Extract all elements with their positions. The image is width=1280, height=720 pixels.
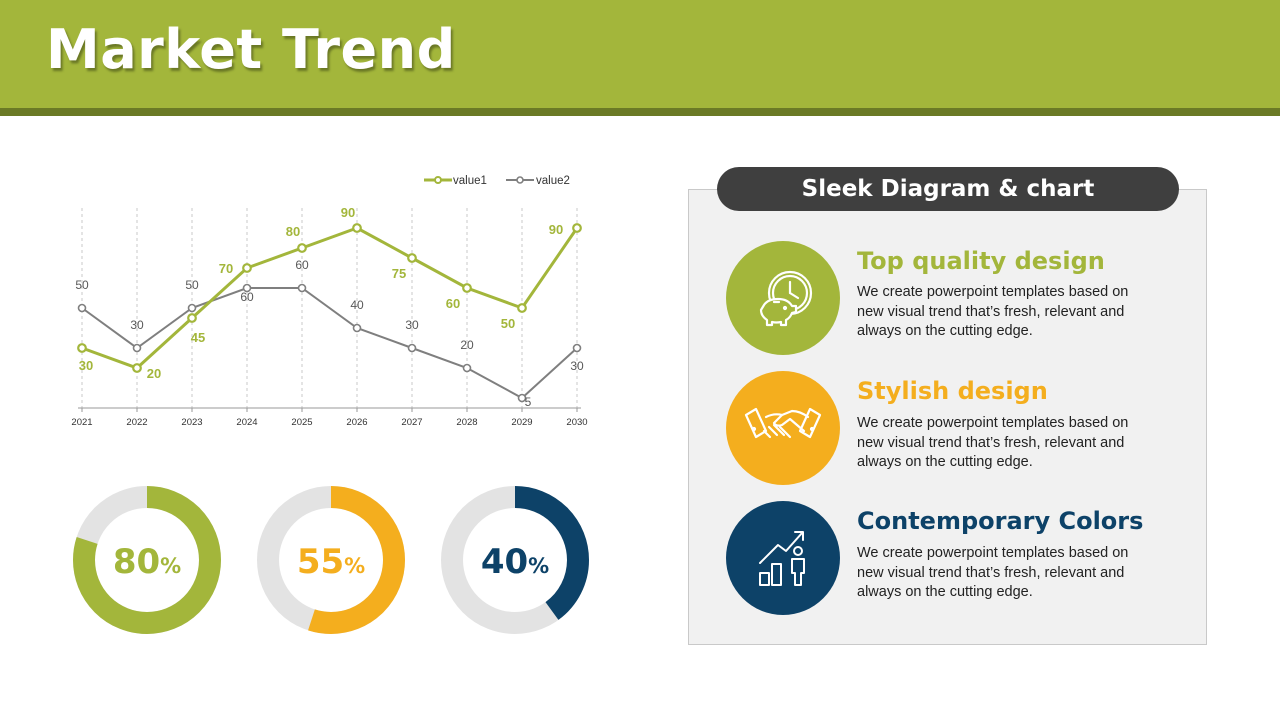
donut-value-label: 80%	[113, 542, 181, 582]
data-point-value1	[132, 363, 142, 373]
donut-chart-40: 40%	[441, 486, 589, 634]
data-label-value2: 60	[240, 290, 254, 304]
data-label-value2: 30	[570, 359, 584, 373]
legend-label-value1: value1	[453, 175, 487, 187]
title-banner	[0, 0, 1280, 108]
feature-desc-2: We create powerpoint templates based on …	[857, 415, 1129, 470]
x-tick-label: 2022	[126, 417, 147, 428]
growth-person-icon	[759, 531, 805, 586]
x-tick-label: 2027	[401, 417, 422, 428]
data-point-value1	[517, 303, 527, 313]
data-point-value2	[77, 303, 87, 313]
data-label-value2: 20	[460, 338, 474, 352]
donut-chart-55: 55%	[257, 486, 405, 634]
data-point-value1	[77, 343, 87, 353]
feature-icon-circle-2	[726, 371, 840, 485]
data-point-value2	[572, 343, 582, 353]
donut-chart-80: 80%	[73, 486, 221, 634]
data-label-value2: 50	[75, 278, 89, 292]
x-tick-label: 2021	[71, 417, 92, 428]
data-point-value1	[352, 223, 362, 233]
feature-icon-circle-1	[726, 241, 840, 355]
donut-value: 80	[113, 542, 160, 582]
data-point-value2	[297, 283, 307, 293]
donut-value-label: 40%	[481, 542, 549, 582]
feature-desc-1: We create powerpoint templates based on …	[857, 284, 1129, 339]
data-point-value1	[242, 263, 252, 273]
x-tick-label: 2030	[566, 417, 587, 428]
feature-title-1: Top quality design	[857, 247, 1105, 275]
x-tick-label: 2029	[511, 417, 532, 428]
data-point-value2	[462, 363, 472, 373]
handshake-icon	[744, 407, 822, 439]
data-point-value1	[187, 313, 197, 323]
donut-value: 40	[481, 542, 528, 582]
legend-marker-value1	[434, 176, 442, 184]
legend-marker-value2	[516, 176, 524, 184]
feature-title-2: Stylish design	[857, 377, 1048, 405]
data-label-value2: 50	[185, 278, 199, 292]
legend-label-value2: value2	[536, 175, 570, 187]
data-point-value1	[462, 283, 472, 293]
data-label-value1: 30	[79, 358, 93, 373]
data-label-value2: 40	[350, 298, 364, 312]
data-label-value1: 70	[219, 261, 233, 276]
data-point-value1	[297, 243, 307, 253]
data-label-value1: 60	[446, 296, 460, 311]
data-label-value1: 45	[191, 330, 205, 345]
data-label-value1: 20	[147, 366, 161, 381]
data-point-value2	[132, 343, 142, 353]
data-label-value2: 5	[525, 395, 532, 409]
x-tick-label: 2028	[456, 417, 477, 428]
donut-value-label: 55%	[297, 542, 365, 582]
title-banner-underline	[0, 108, 1280, 116]
series-line-value1	[81, 226, 579, 370]
donut-value: 55	[297, 542, 344, 582]
x-tick-label: 2024	[236, 417, 257, 428]
data-point-value2	[407, 343, 417, 353]
data-label-value1: 80	[286, 224, 300, 239]
data-point-value1	[407, 253, 417, 263]
feature-icon-circle-3	[726, 501, 840, 615]
donut-unit: %	[344, 554, 365, 578]
data-label-value2: 60	[295, 258, 309, 272]
data-point-value2	[242, 283, 252, 293]
page-title: Market Trend	[46, 18, 456, 81]
data-point-value1	[572, 223, 582, 233]
data-point-value2	[352, 323, 362, 333]
data-label-value1: 90	[341, 205, 355, 220]
series-line-value2	[81, 287, 578, 400]
panel-header: Sleek Diagram & chart	[717, 167, 1179, 211]
donut-arc	[441, 486, 589, 634]
feature-title-3: Contemporary Colors	[857, 507, 1144, 535]
donut-arc	[73, 486, 221, 634]
donut-unit: %	[160, 554, 181, 578]
x-tick-label: 2023	[181, 417, 202, 428]
line-chart: 2021 2022 2023 2024 2025 2026 2027 2028 2029 2030…	[71, 175, 587, 428]
data-point-value2	[187, 303, 197, 313]
feature-desc-3: We create powerpoint templates based on …	[857, 545, 1129, 600]
data-label-value1: 90	[549, 222, 563, 237]
data-label-value1: 75	[392, 266, 406, 281]
data-label-value2: 30	[405, 318, 419, 332]
clock-piggy-bank-icon	[759, 270, 813, 327]
data-label-value2: 30	[130, 318, 144, 332]
donut-arc	[257, 486, 405, 634]
x-tick-label: 2026	[346, 417, 367, 428]
data-point-value2	[517, 393, 527, 403]
donut-unit: %	[528, 554, 549, 578]
data-label-value1: 50	[501, 316, 515, 331]
x-tick-label: 2025	[291, 417, 312, 428]
